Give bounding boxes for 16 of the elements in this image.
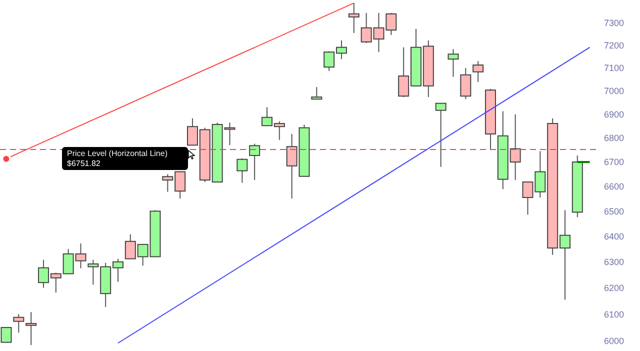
y-tick-label: 6500 [604, 206, 624, 216]
y-tick-label: 6000 [604, 336, 624, 346]
y-tick-label: 7100 [604, 63, 624, 74]
y-tick-label: 6100 [604, 309, 624, 320]
y-tick-label: 7300 [604, 18, 624, 28]
y-tick-label: 7200 [604, 40, 624, 51]
annotation: $6751.82 [67, 158, 102, 169]
y-tick-label: 6800 [604, 133, 624, 144]
ref-line-label: Price Level (Horizontal Line) [67, 148, 168, 159]
y-tick-label: 6900 [604, 110, 624, 120]
y-tick-label: 6300 [604, 257, 624, 268]
y-tick-label: 6200 [604, 282, 624, 293]
y-tick-label: 6700 [604, 157, 624, 168]
y-tick-label: 7000 [604, 86, 624, 96]
y-tick-label: 6600 [604, 182, 624, 192]
y-tick-label: 6400 [604, 232, 624, 242]
